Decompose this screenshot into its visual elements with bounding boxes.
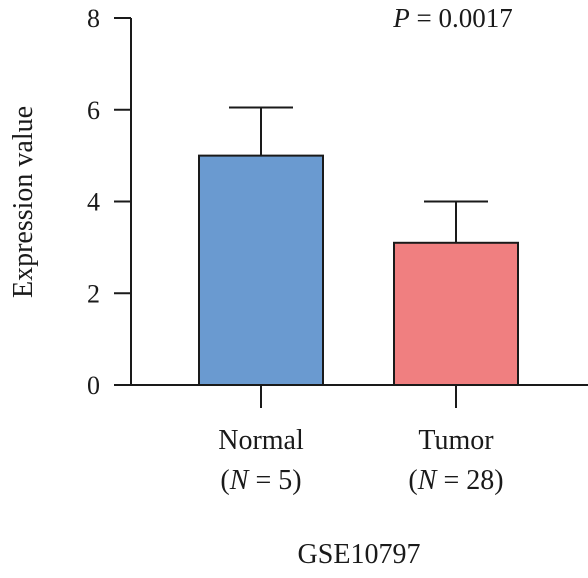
y-tick-label-0: 0 [87, 371, 100, 400]
y-axis-title: Expression value [8, 106, 39, 298]
bar-normal [198, 154, 324, 386]
category-sample-size-normal: (N = 5) [220, 465, 301, 496]
y-tick-label-2: 2 [87, 279, 100, 308]
sample-size-value-tumor: = 28) [436, 465, 503, 496]
category-sample-size-tumor: (N = 28) [408, 465, 503, 496]
bar-tumor [393, 241, 519, 386]
y-tick-label-4: 4 [87, 188, 100, 217]
chart-title: GSE10797 [298, 539, 421, 570]
sample-size-open-tumor: ( [408, 465, 417, 496]
sample-size-value-normal: = 5) [248, 465, 301, 496]
category-label-normal: Normal [218, 425, 304, 456]
sample-size-open-normal: ( [220, 465, 229, 496]
category-label-tumor: Tumor [418, 425, 494, 456]
y-tick-label-8: 8 [87, 4, 100, 33]
sample-size-var-tumor: N [417, 465, 438, 496]
y-tick-label-6: 6 [87, 96, 100, 125]
p-value-var: P [392, 3, 410, 33]
sample-size-var-normal: N [229, 465, 250, 496]
p-value-text: = 0.0017 [410, 3, 513, 33]
p-value-annotation: P = 0.0017 [392, 3, 512, 33]
